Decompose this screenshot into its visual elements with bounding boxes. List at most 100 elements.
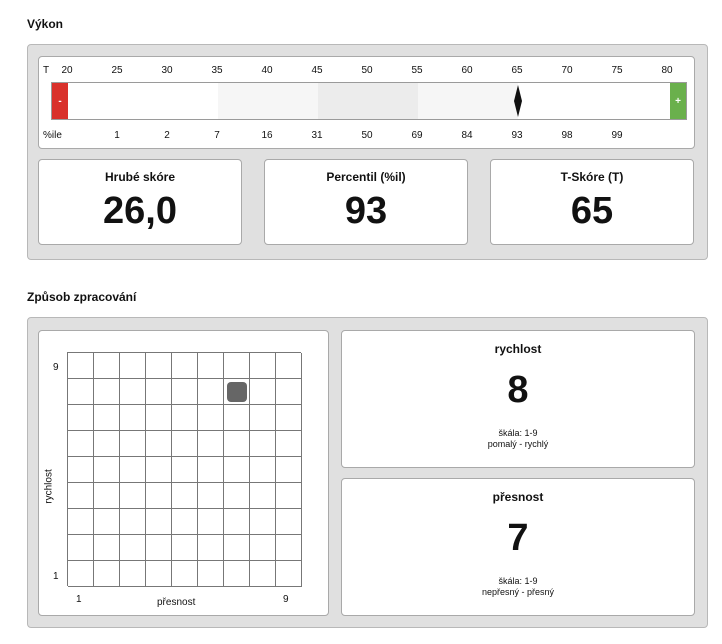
grid-cell — [120, 457, 146, 483]
t-tick-label: 50 — [361, 65, 373, 76]
percentile-tick-label: 50 — [361, 130, 373, 141]
grid-cell — [276, 483, 302, 509]
percentile-card: Percentil (%il) 93 — [264, 159, 468, 245]
percentile-tick-label: 31 — [311, 130, 323, 141]
grid-cell — [224, 509, 250, 535]
grid-cell — [68, 483, 94, 509]
scale-zone-center — [318, 83, 418, 119]
grid-cell — [94, 483, 120, 509]
t-tick-label: 75 — [611, 65, 623, 76]
raw-score-value: 26,0 — [103, 190, 177, 232]
percentile-tick-label: 69 — [411, 130, 423, 141]
processing-panel: 9 1 rychlost 1 přesnost 9 rychlost 8 šká… — [27, 317, 708, 628]
t-score-label: T-Skóre (T) — [560, 170, 624, 184]
grid-x-axis-label: přesnost — [157, 597, 196, 608]
grid-cell — [172, 457, 198, 483]
percentile-tick-label: 7 — [214, 130, 220, 141]
grid-cell — [68, 509, 94, 535]
grid-cell — [68, 405, 94, 431]
grid-cell — [224, 561, 250, 587]
grid-cell — [198, 457, 224, 483]
grid-cell — [120, 405, 146, 431]
grid-cell — [120, 561, 146, 587]
grid-cell — [198, 535, 224, 561]
grid-cell — [146, 431, 172, 457]
percentile-tick-label: 1 — [114, 130, 120, 141]
grid-cell — [276, 405, 302, 431]
grid-cell — [146, 509, 172, 535]
grid-y-max: 9 — [53, 362, 59, 373]
t-row-label: T — [43, 65, 50, 76]
grid-cell — [94, 431, 120, 457]
grid-cell — [198, 509, 224, 535]
grid-cell — [198, 405, 224, 431]
grid-cell — [68, 561, 94, 587]
t-tick-label: 70 — [561, 65, 573, 76]
accuracy-title: přesnost — [492, 490, 544, 504]
grid-cell — [68, 379, 94, 405]
grid-cell — [120, 379, 146, 405]
percentile-tick-label: 93 — [511, 130, 523, 141]
grid-cell — [172, 535, 198, 561]
percentile-label: Percentil (%il) — [326, 170, 406, 184]
accuracy-card: přesnost 7 škála: 1-9 nepřesný - přesný — [341, 478, 695, 616]
grid-cell — [146, 379, 172, 405]
grid-cell — [172, 483, 198, 509]
grid-cell — [224, 379, 250, 405]
section-title-performance: Výkon — [27, 17, 64, 31]
grid-cell — [198, 379, 224, 405]
percentile-tick-label: 84 — [461, 130, 473, 141]
grid-cell — [276, 353, 302, 379]
grid-cell — [146, 353, 172, 379]
scale-bar: - + — [51, 82, 687, 120]
scale-zone-outer-left — [218, 83, 318, 119]
t-score-card: T-Skóre (T) 65 — [490, 159, 694, 245]
grid-cell — [224, 431, 250, 457]
t-tick-label: 25 — [111, 65, 123, 76]
grid-cell — [250, 509, 276, 535]
speed-range: pomalý - rychlý — [487, 439, 549, 449]
grid-cell — [94, 405, 120, 431]
t-score-value: 65 — [570, 190, 614, 232]
grid-cell — [224, 405, 250, 431]
grid-cell — [276, 431, 302, 457]
t-tick-label: 30 — [161, 65, 173, 76]
performance-panel: T 20 25 30 35 40 45 50 55 60 65 70 75 80 - + %ile 1 2… — [27, 44, 708, 260]
percentile-row-label: %ile — [43, 130, 62, 141]
t-tick-label: 40 — [261, 65, 273, 76]
grid-cell — [172, 405, 198, 431]
grid-cell — [120, 509, 146, 535]
grid-cell — [198, 561, 224, 587]
t-tick-label: 35 — [211, 65, 223, 76]
grid-cell — [94, 353, 120, 379]
grid-cell — [250, 431, 276, 457]
grid-cell — [94, 535, 120, 561]
grid-cell — [276, 535, 302, 561]
accuracy-range: nepřesný - přesný — [481, 587, 555, 597]
grid-cell — [172, 431, 198, 457]
grid-cell — [94, 457, 120, 483]
t-score-scale: T 20 25 30 35 40 45 50 55 60 65 70 75 80 - + %ile 1 2… — [38, 56, 695, 149]
t-tick-label: 80 — [661, 65, 673, 76]
grid-cell — [198, 353, 224, 379]
grid-cell — [250, 483, 276, 509]
score-marker-icon — [514, 85, 522, 117]
grid-cell — [172, 379, 198, 405]
high-end-indicator: + — [670, 83, 686, 119]
grid-cell — [68, 353, 94, 379]
grid-cell — [198, 483, 224, 509]
grid-cell — [224, 353, 250, 379]
grid-cell — [94, 509, 120, 535]
grid-y-axis-label: rychlost — [43, 469, 55, 504]
grid-x-max: 9 — [283, 594, 289, 605]
grid-cell — [120, 535, 146, 561]
grid-cell — [224, 457, 250, 483]
grid-cell — [250, 379, 276, 405]
grid-cell — [146, 457, 172, 483]
raw-score-label: Hrubé skóre — [104, 170, 176, 184]
grid-cell — [172, 353, 198, 379]
accuracy-value: 7 — [507, 517, 529, 559]
grid-cell — [120, 431, 146, 457]
grid-cell — [276, 379, 302, 405]
percentile-tick-label: 98 — [561, 130, 573, 141]
